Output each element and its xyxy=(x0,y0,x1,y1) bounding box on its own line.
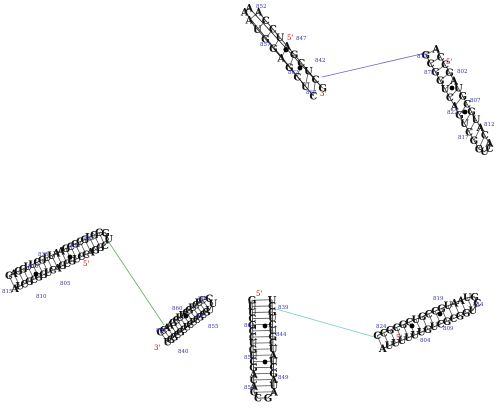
link-line-helix3-helix4 xyxy=(106,238,164,325)
wobble-pair-dot xyxy=(184,314,189,319)
position-number: 839 xyxy=(278,305,289,311)
position-number: 809 xyxy=(443,326,454,332)
nucleotide-letter: C xyxy=(262,16,270,27)
position-number: 854 xyxy=(244,385,255,391)
wobble-pair-dot xyxy=(450,86,455,91)
wobble-pair-dot xyxy=(34,272,39,277)
position-number: 815 xyxy=(2,289,13,295)
position-number: 805 xyxy=(60,281,71,287)
position-number: 865 xyxy=(156,328,167,334)
five-prime-label: 5' xyxy=(83,260,89,268)
nucleotide-letter: U xyxy=(276,33,285,44)
position-number: 872 xyxy=(424,70,435,76)
position-number: 820 xyxy=(28,264,39,270)
position-number: 877 xyxy=(417,54,428,60)
helix-6: AUUUUUUGUCGCGGUCGUAAUGCCGUCGCGCC81981482… xyxy=(373,292,484,355)
nucleotide-letter: A xyxy=(431,45,440,56)
position-number: 835 xyxy=(38,252,49,258)
nucleotide-letter: C xyxy=(5,271,13,282)
position-number: 817 xyxy=(458,135,469,141)
position-number: 842 xyxy=(315,58,326,64)
helix-2: GCGGUCAGUCGCUCACAUGCGUAGCCA8778028728078… xyxy=(417,45,495,158)
wobble-pair-dot xyxy=(463,110,468,115)
position-number: 857 xyxy=(260,42,271,48)
position-number: 807 xyxy=(470,98,481,104)
five-prime-label: 5' xyxy=(446,58,452,66)
position-number: 819 xyxy=(433,296,444,302)
position-number: 812 xyxy=(484,122,495,128)
nucleotide-letter: U xyxy=(268,295,277,306)
position-number: 804 xyxy=(420,338,431,344)
position-number: 850 xyxy=(198,296,209,302)
position-number: 859 xyxy=(244,355,255,361)
helix-4: UGGCGCUCUCGCGUUCCUCUGCUUCGAACC8608508658… xyxy=(154,294,219,355)
position-number: 840 xyxy=(178,349,189,355)
three-prime-label: 3' xyxy=(320,90,326,98)
position-number: 830 xyxy=(70,243,81,249)
position-number: 844 xyxy=(276,332,287,338)
helix-3: AUCGCGGUCAGCGUCCAGGCUGCGUGCGCGAAUUGCUUGG… xyxy=(2,228,113,300)
position-number: 802 xyxy=(457,69,468,75)
position-number: 847 xyxy=(296,36,307,42)
wobble-pair-dot xyxy=(284,48,289,53)
position-number: 860 xyxy=(172,306,183,312)
wobble-pair-dot xyxy=(438,312,443,317)
wobble-pair-dot xyxy=(263,324,268,329)
nucleotide-letter: C xyxy=(269,25,277,36)
position-number: 849 xyxy=(278,375,289,381)
nucleotide-letter: C xyxy=(254,394,262,405)
nucleotide-letter: G xyxy=(290,50,299,61)
wobble-pair-dot xyxy=(68,255,73,260)
position-number: 862 xyxy=(288,70,299,76)
position-number: 822 xyxy=(447,110,458,116)
position-number: 867 xyxy=(306,90,317,96)
five-prime-label: 5' xyxy=(287,34,293,42)
nucleotide-letter: A xyxy=(244,4,253,15)
nucleotide-letter: C xyxy=(373,331,381,342)
position-number: 824 xyxy=(376,324,387,330)
link-line-helix1-helix2 xyxy=(322,52,430,77)
nucleotide-letter: U xyxy=(304,67,313,78)
position-number: 864 xyxy=(244,323,255,329)
link-line-helix5-helix6 xyxy=(276,309,378,338)
position-number: 825 xyxy=(84,236,95,242)
five-prime-label: 5' xyxy=(396,334,402,342)
position-number: 845 xyxy=(196,314,207,320)
three-prime-label: 3' xyxy=(154,344,160,352)
position-number: 855 xyxy=(208,324,219,330)
helix-1: AUGGAGCUCAAGCUCGAUCCA8528478578428628675… xyxy=(240,4,327,103)
position-number: 852 xyxy=(256,4,267,10)
wobble-pair-dot xyxy=(263,360,268,365)
wobble-pair-dot xyxy=(410,324,415,329)
five-prime-label: 5' xyxy=(256,290,262,298)
position-number: 810 xyxy=(36,294,47,300)
position-number: 814 xyxy=(473,302,484,308)
